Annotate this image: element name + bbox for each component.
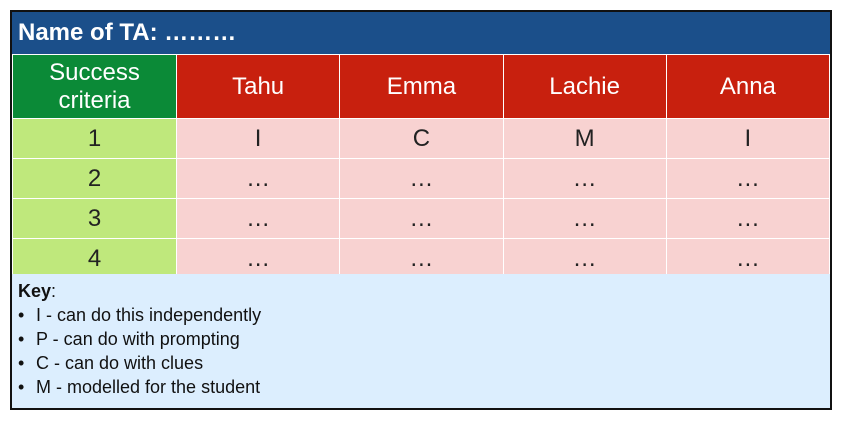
criterion-number: 2 bbox=[12, 158, 177, 199]
key-item-text: M - modelled for the student bbox=[36, 377, 261, 397]
bullet-icon: • bbox=[18, 305, 25, 325]
key-item-text: C - can do with clues bbox=[36, 353, 204, 373]
table-cell: … bbox=[502, 158, 667, 199]
student-header-anna: Anna bbox=[665, 54, 831, 119]
criteria-header-line-2: criteria bbox=[58, 86, 131, 114]
header-row: Success criteria Tahu Emma Lachie Anna bbox=[12, 54, 831, 119]
list-item: • M - modelled for the student bbox=[18, 375, 824, 399]
table-cell: … bbox=[175, 198, 341, 239]
table-cell: I bbox=[175, 118, 341, 159]
list-item: • C - can do with clues bbox=[18, 351, 824, 375]
student-header-lachie: Lachie bbox=[502, 54, 667, 119]
student-header-emma: Emma bbox=[339, 54, 504, 119]
table-row: 3 … … … … bbox=[12, 198, 831, 239]
criterion-number: 4 bbox=[12, 238, 177, 279]
table-cell: I bbox=[665, 118, 831, 159]
criteria-header-line-1: Success bbox=[49, 58, 140, 86]
bullet-icon: • bbox=[18, 329, 25, 349]
key-list: • I - can do this independently • P - can … bbox=[18, 303, 824, 399]
key-item-text: I - can do this independently bbox=[36, 305, 262, 325]
table-row: 2 … … … … bbox=[12, 158, 831, 199]
table-cell: … bbox=[502, 238, 667, 279]
table-cell: … bbox=[502, 198, 667, 239]
assessment-sheet: Name of TA: ……… Success criteria Tahu Em… bbox=[10, 10, 832, 410]
key-heading-label: Key bbox=[18, 281, 52, 301]
student-header-tahu: Tahu bbox=[175, 54, 341, 119]
table-cell: … bbox=[175, 158, 341, 199]
bullet-icon: • bbox=[18, 353, 25, 373]
table-cell: … bbox=[339, 158, 504, 199]
key-item-text: P - can do with prompting bbox=[36, 329, 240, 349]
table-cell: … bbox=[665, 158, 831, 199]
success-criteria-table: Success criteria Tahu Emma Lachie Anna 1… bbox=[12, 54, 831, 279]
key-legend: Key: • I - can do this independently • P -… bbox=[12, 274, 830, 408]
table-cell: C bbox=[339, 118, 504, 159]
key-heading: Key: bbox=[18, 279, 824, 303]
criterion-number: 3 bbox=[12, 198, 177, 239]
criterion-number: 1 bbox=[12, 118, 177, 159]
table-cell: … bbox=[175, 238, 341, 279]
list-item: • I - can do this independently bbox=[18, 303, 824, 327]
list-item: • P - can do with prompting bbox=[18, 327, 824, 351]
table-cell: … bbox=[339, 238, 504, 279]
ta-name-title: Name of TA: ……… bbox=[12, 12, 830, 54]
table-row: 4 … … … … bbox=[12, 238, 831, 279]
table-cell: … bbox=[339, 198, 504, 239]
table-cell: … bbox=[665, 238, 831, 279]
table-cell: … bbox=[665, 198, 831, 239]
table-row: 1 I C M I bbox=[12, 118, 831, 159]
table-cell: M bbox=[502, 118, 667, 159]
key-heading-colon: : bbox=[51, 281, 57, 301]
criteria-column-header: Success criteria bbox=[12, 54, 177, 119]
bullet-icon: • bbox=[18, 377, 25, 397]
